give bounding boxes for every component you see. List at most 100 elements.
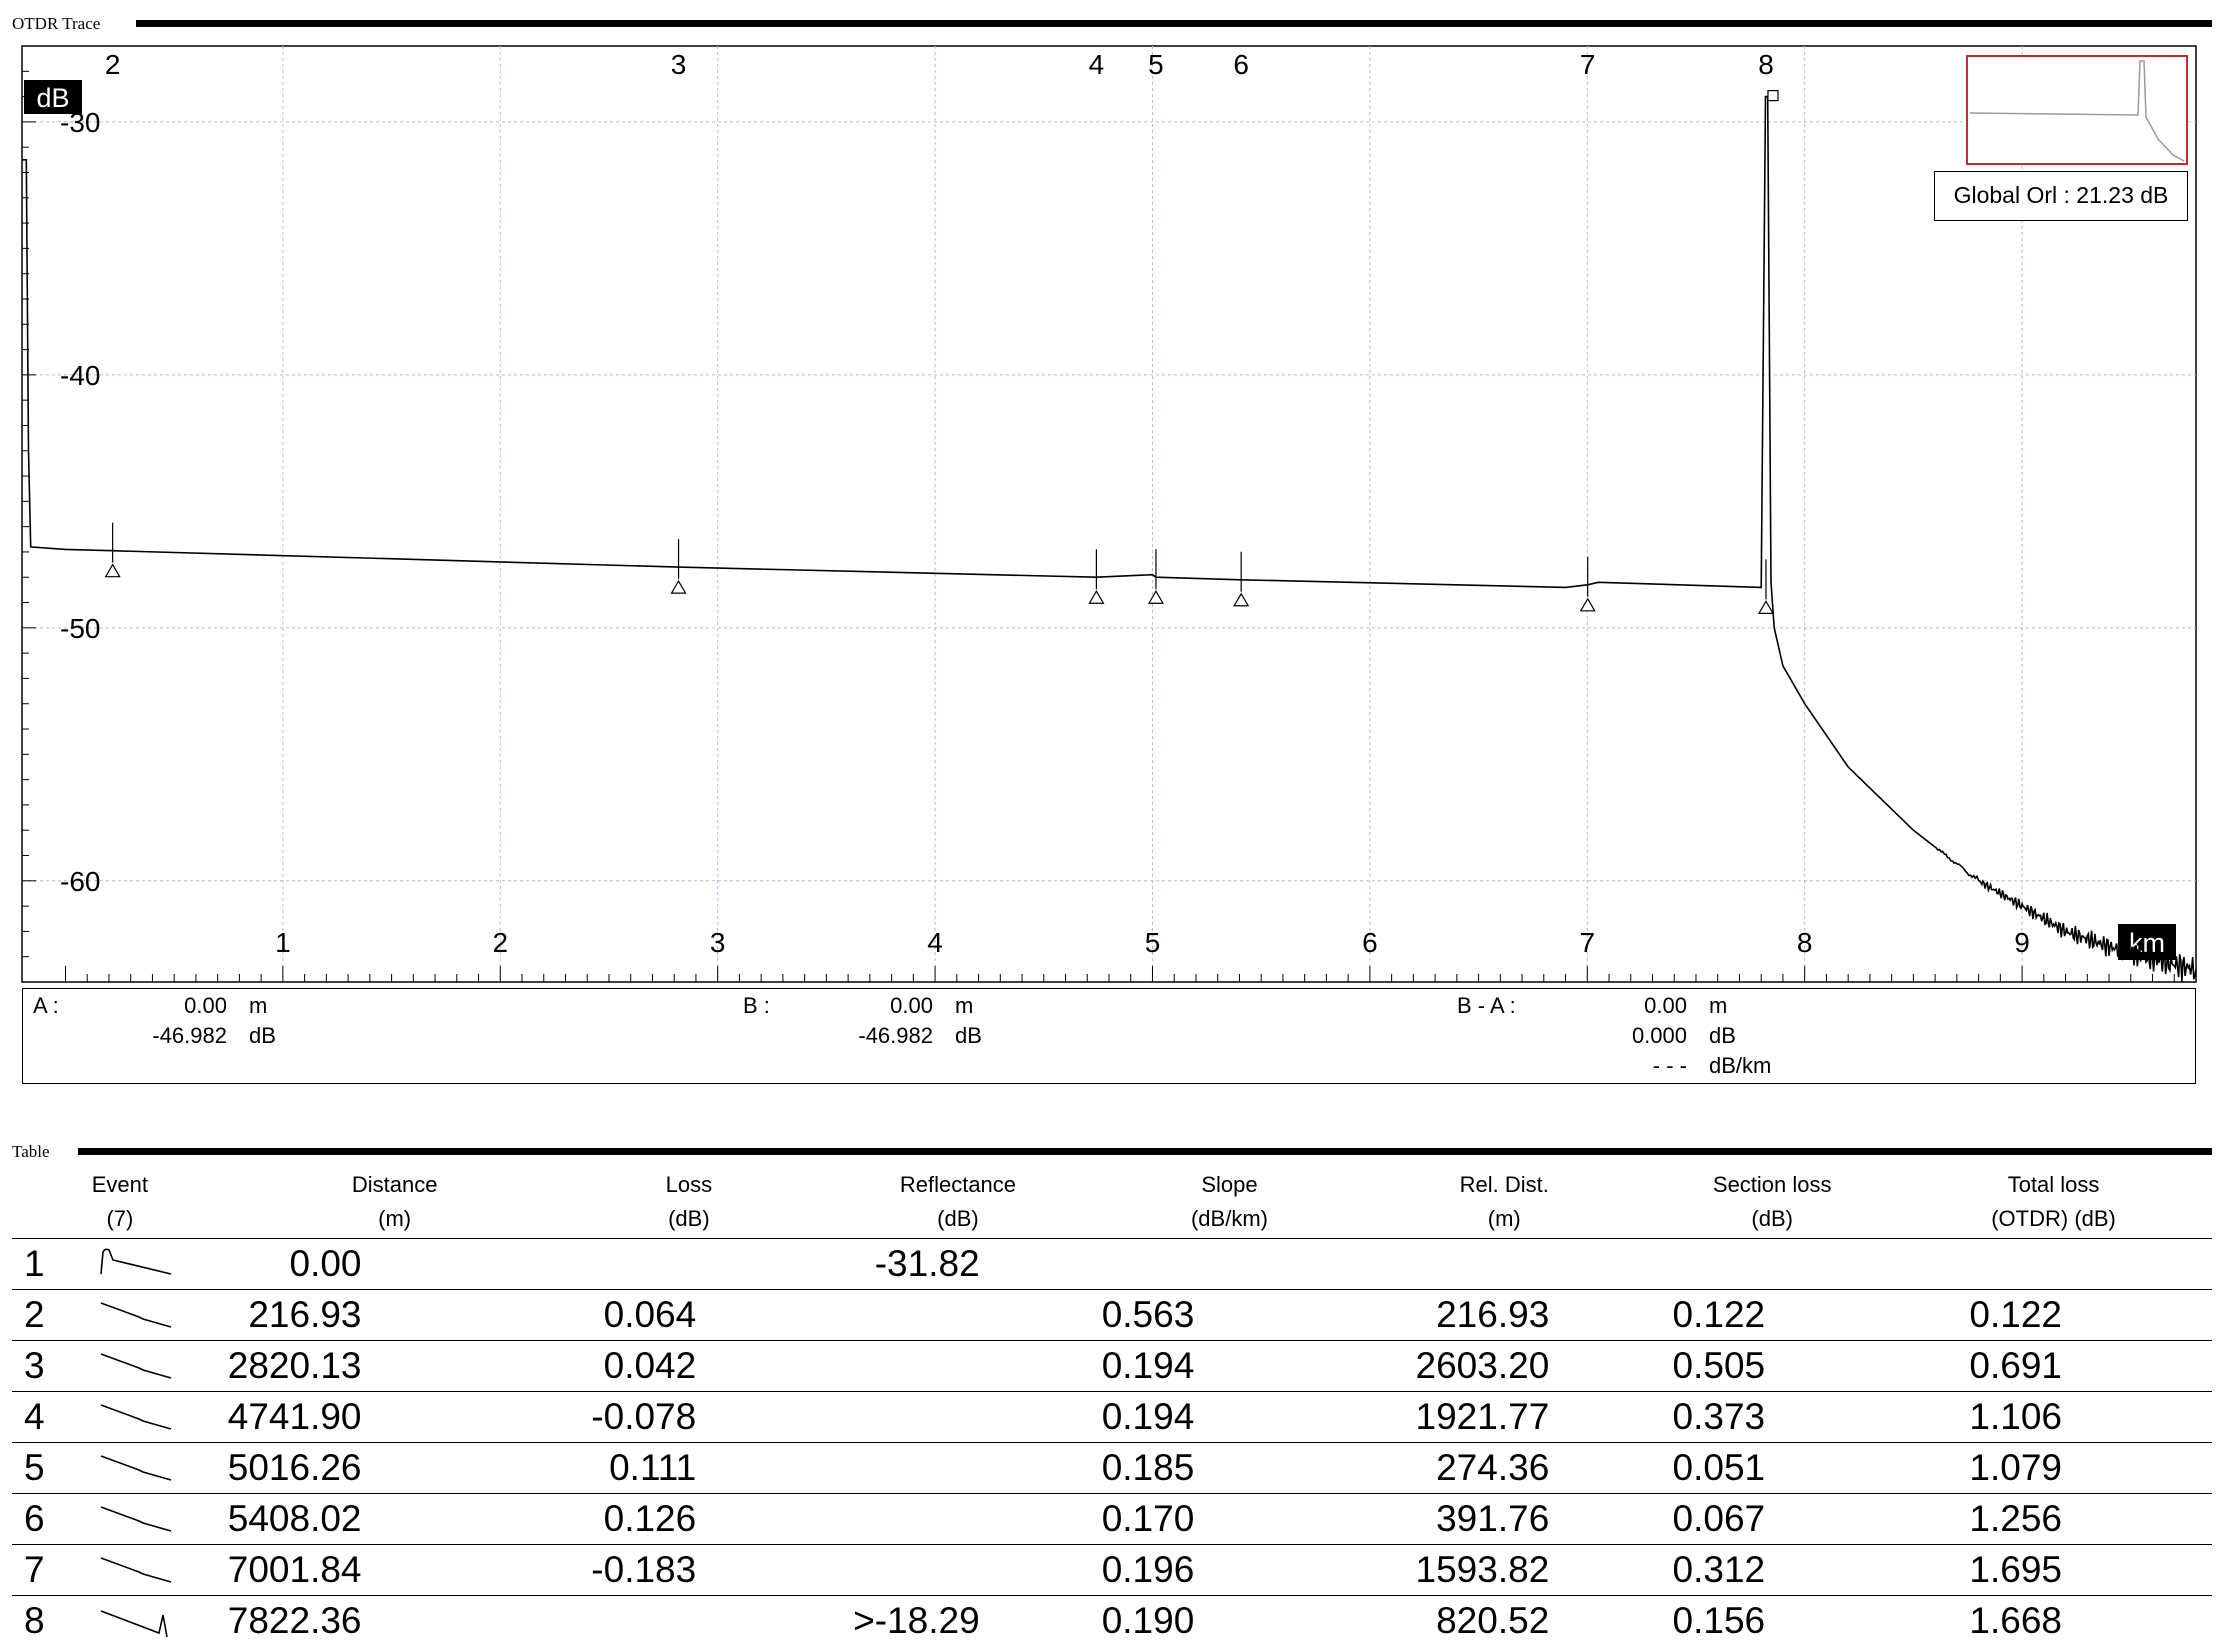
cell-section-loss: 0.122 <box>1649 1290 1895 1341</box>
x-tick-label: 6 <box>1362 927 1378 958</box>
x-tick-label: 5 <box>1145 927 1161 958</box>
cell-slope <box>1100 1239 1360 1290</box>
cell-event-number: 5 <box>12 1443 87 1494</box>
splice-icon <box>87 1443 228 1494</box>
event-marker-label: 8 <box>1758 49 1774 80</box>
cell-total-loss: 0.691 <box>1895 1341 2212 1392</box>
cell-loss <box>562 1239 817 1290</box>
col-header-section-loss[interactable]: Section loss <box>1649 1162 1895 1202</box>
cell-section-loss <box>1649 1239 1895 1290</box>
cell-distance: 4741.90 <box>228 1392 562 1443</box>
cursor-b-label: B : <box>743 993 770 1019</box>
col-header-loss[interactable]: Loss <box>562 1162 817 1202</box>
col-header-total-loss[interactable]: Total loss <box>1895 1162 2212 1202</box>
event-marker-label: 5 <box>1148 49 1164 80</box>
global-orl-readout: Global Orl : 21.23 dB <box>1934 171 2188 221</box>
y-tick-label: -40 <box>60 360 100 391</box>
peak-marker <box>1768 91 1778 101</box>
splice-icon-glyph <box>99 1399 179 1435</box>
cell-slope: 0.194 <box>1100 1341 1360 1392</box>
cursor-b-level: -46.982 <box>809 1023 933 1049</box>
cell-distance: 216.93 <box>228 1290 562 1341</box>
event-table: Event Distance Loss Reflectance Slope Re… <box>12 1162 2212 1646</box>
cell-total-loss <box>1895 1239 2212 1290</box>
cell-slope: 0.185 <box>1100 1443 1360 1494</box>
overview-thumbnail <box>1968 57 2186 163</box>
cursor-ba-level: 0.000 <box>1563 1023 1687 1049</box>
cell-reflectance: -31.82 <box>816 1239 1099 1290</box>
table-section-rule <box>78 1148 2212 1155</box>
splice-icon-glyph <box>99 1297 179 1333</box>
col-unit-distance: (m) <box>228 1202 562 1239</box>
launch-icon-glyph <box>99 1246 179 1282</box>
splice-icon-glyph <box>99 1501 179 1537</box>
cell-rel-dist: 2603.20 <box>1359 1341 1649 1392</box>
splice-icon <box>87 1290 228 1341</box>
cell-slope: 0.194 <box>1100 1392 1360 1443</box>
cell-reflectance <box>816 1443 1099 1494</box>
cursor-readout-panel: A : 0.00 m -46.982 dB B : 0.00 m -46.982… <box>22 988 2196 1084</box>
cursor-b-distance-unit: m <box>955 993 973 1019</box>
splice-icon-glyph <box>99 1348 179 1384</box>
cell-section-loss: 0.156 <box>1649 1596 1895 1646</box>
cell-reflectance <box>816 1290 1099 1341</box>
cell-event-number: 6 <box>12 1494 87 1545</box>
x-tick-label: 1 <box>275 927 291 958</box>
event-table-section: Table Event Distance Loss Reflectance Sl… <box>12 1142 2212 1630</box>
cell-slope: 0.563 <box>1100 1290 1360 1341</box>
col-header-reflectance[interactable]: Reflectance <box>816 1162 1099 1202</box>
cursor-b-level-unit: dB <box>955 1023 982 1049</box>
splice-icon-glyph <box>99 1450 179 1486</box>
cell-total-loss: 1.695 <box>1895 1545 2212 1596</box>
event-marker-label: 2 <box>105 49 121 80</box>
end-reflection-icon <box>87 1596 228 1646</box>
cursor-ba-distance-unit: m <box>1687 993 1727 1019</box>
col-unit-total-loss: (OTDR) (dB) <box>1895 1202 2212 1239</box>
col-header-event[interactable]: Event <box>12 1162 228 1202</box>
cell-reflectance <box>816 1392 1099 1443</box>
cursor-a-label: A : <box>33 993 59 1019</box>
cell-section-loss: 0.373 <box>1649 1392 1895 1443</box>
cell-event-number: 7 <box>12 1545 87 1596</box>
cell-total-loss: 1.256 <box>1895 1494 2212 1545</box>
cell-slope: 0.170 <box>1100 1494 1360 1545</box>
event-marker-label: 4 <box>1089 49 1105 80</box>
event-marker-label: 6 <box>1233 49 1249 80</box>
cell-distance: 5408.02 <box>228 1494 562 1545</box>
col-header-distance[interactable]: Distance <box>228 1162 562 1202</box>
cell-loss: 0.064 <box>562 1290 817 1341</box>
event-marker-label: 7 <box>1580 49 1596 80</box>
col-unit-loss: (dB) <box>562 1202 817 1239</box>
cell-total-loss: 1.668 <box>1895 1596 2212 1646</box>
cell-reflectance: >-18.29 <box>816 1596 1099 1646</box>
cell-section-loss: 0.312 <box>1649 1545 1895 1596</box>
cell-section-loss: 0.505 <box>1649 1341 1895 1392</box>
cell-loss: -0.183 <box>562 1545 817 1596</box>
y-tick-label: -50 <box>60 613 100 644</box>
cursor-ba-slope: - - - <box>1563 1053 1687 1079</box>
y-unit-label: dB <box>36 83 69 113</box>
cell-distance: 5016.26 <box>228 1443 562 1494</box>
y-tick-label: -60 <box>60 866 100 897</box>
trace-overview-window[interactable] <box>1966 55 2188 165</box>
col-header-rel-dist[interactable]: Rel. Dist. <box>1359 1162 1649 1202</box>
cell-reflectance <box>816 1494 1099 1545</box>
cursor-ba-level-unit: dB <box>1687 1023 1736 1049</box>
event-marker-label: 3 <box>671 49 687 80</box>
x-tick-label: 7 <box>1579 927 1595 958</box>
col-unit-rel-dist: (m) <box>1359 1202 1649 1239</box>
col-header-slope[interactable]: Slope <box>1100 1162 1360 1202</box>
cell-reflectance <box>816 1341 1099 1392</box>
cell-loss: 0.111 <box>562 1443 817 1494</box>
x-tick-label: 9 <box>2014 927 2030 958</box>
